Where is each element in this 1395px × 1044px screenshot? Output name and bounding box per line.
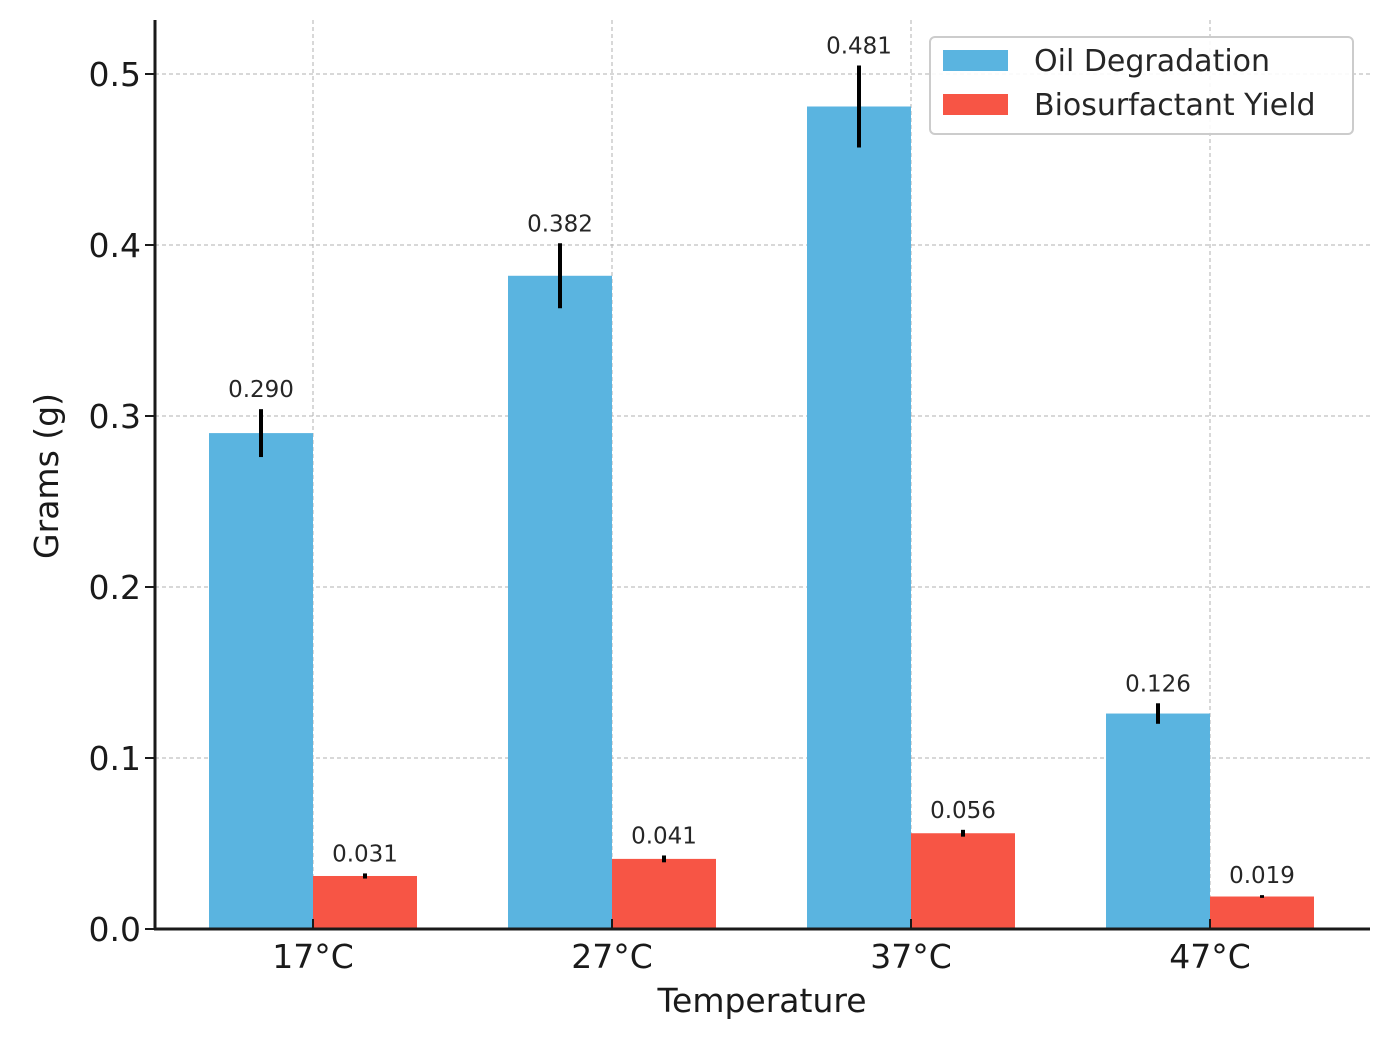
value-label: 0.019: [1229, 863, 1295, 889]
bar-oil-degradation: [508, 275, 612, 929]
y-tick-label: 0.3: [89, 397, 141, 436]
error-bars: [259, 65, 1264, 898]
x-tick-label: 47°C: [1169, 937, 1251, 976]
axes: [145, 20, 1370, 931]
bar-biosurfactant-yield: [911, 833, 1015, 929]
tick-labels: 0.0 0.1 0.2 0.3 0.4 0.5 17°C 27°C 37°C 47°C: [89, 55, 1251, 976]
bars: [209, 106, 1314, 930]
legend: Oil Degradation Biosurfactant Yield: [929, 36, 1354, 135]
y-tick-label: 0.0: [89, 910, 141, 949]
value-label: 0.126: [1125, 671, 1191, 697]
legend-box: [929, 36, 1354, 135]
y-tick-label: 0.2: [89, 568, 141, 607]
legend-label: Oil Degradation: [1034, 44, 1270, 79]
value-label: 0.481: [826, 33, 892, 59]
x-tick-label: 17°C: [272, 937, 354, 976]
x-tick-label: 27°C: [571, 937, 653, 976]
legend-swatch-biosurfactant-yield: [943, 94, 1008, 115]
x-tick-label: 37°C: [870, 937, 952, 976]
bar-biosurfactant-yield: [612, 858, 716, 929]
value-label: 0.041: [631, 823, 697, 849]
bar-oil-degradation: [807, 106, 911, 930]
y-tick-label: 0.5: [89, 55, 141, 94]
value-label: 0.031: [332, 841, 398, 867]
legend-label: Biosurfactant Yield: [1034, 88, 1316, 123]
y-axis-label: Grams (g): [27, 393, 66, 559]
value-label: 0.056: [930, 798, 996, 824]
bar-biosurfactant-yield: [313, 875, 417, 929]
value-label: 0.382: [527, 211, 593, 237]
bar-biosurfactant-yield: [1210, 896, 1314, 929]
value-label: 0.290: [228, 377, 294, 403]
y-tick-label: 0.4: [89, 226, 141, 265]
bar-oil-degradation: [1106, 713, 1210, 929]
bar-oil-degradation: [209, 433, 313, 929]
legend-swatch-oil-degradation: [943, 50, 1008, 71]
x-axis-label: Temperature: [656, 981, 866, 1020]
value-labels: 0.290 0.382 0.481 0.126 0.031 0.041 0.056 0.019: [228, 33, 1295, 889]
y-tick-label: 0.1: [89, 739, 141, 778]
